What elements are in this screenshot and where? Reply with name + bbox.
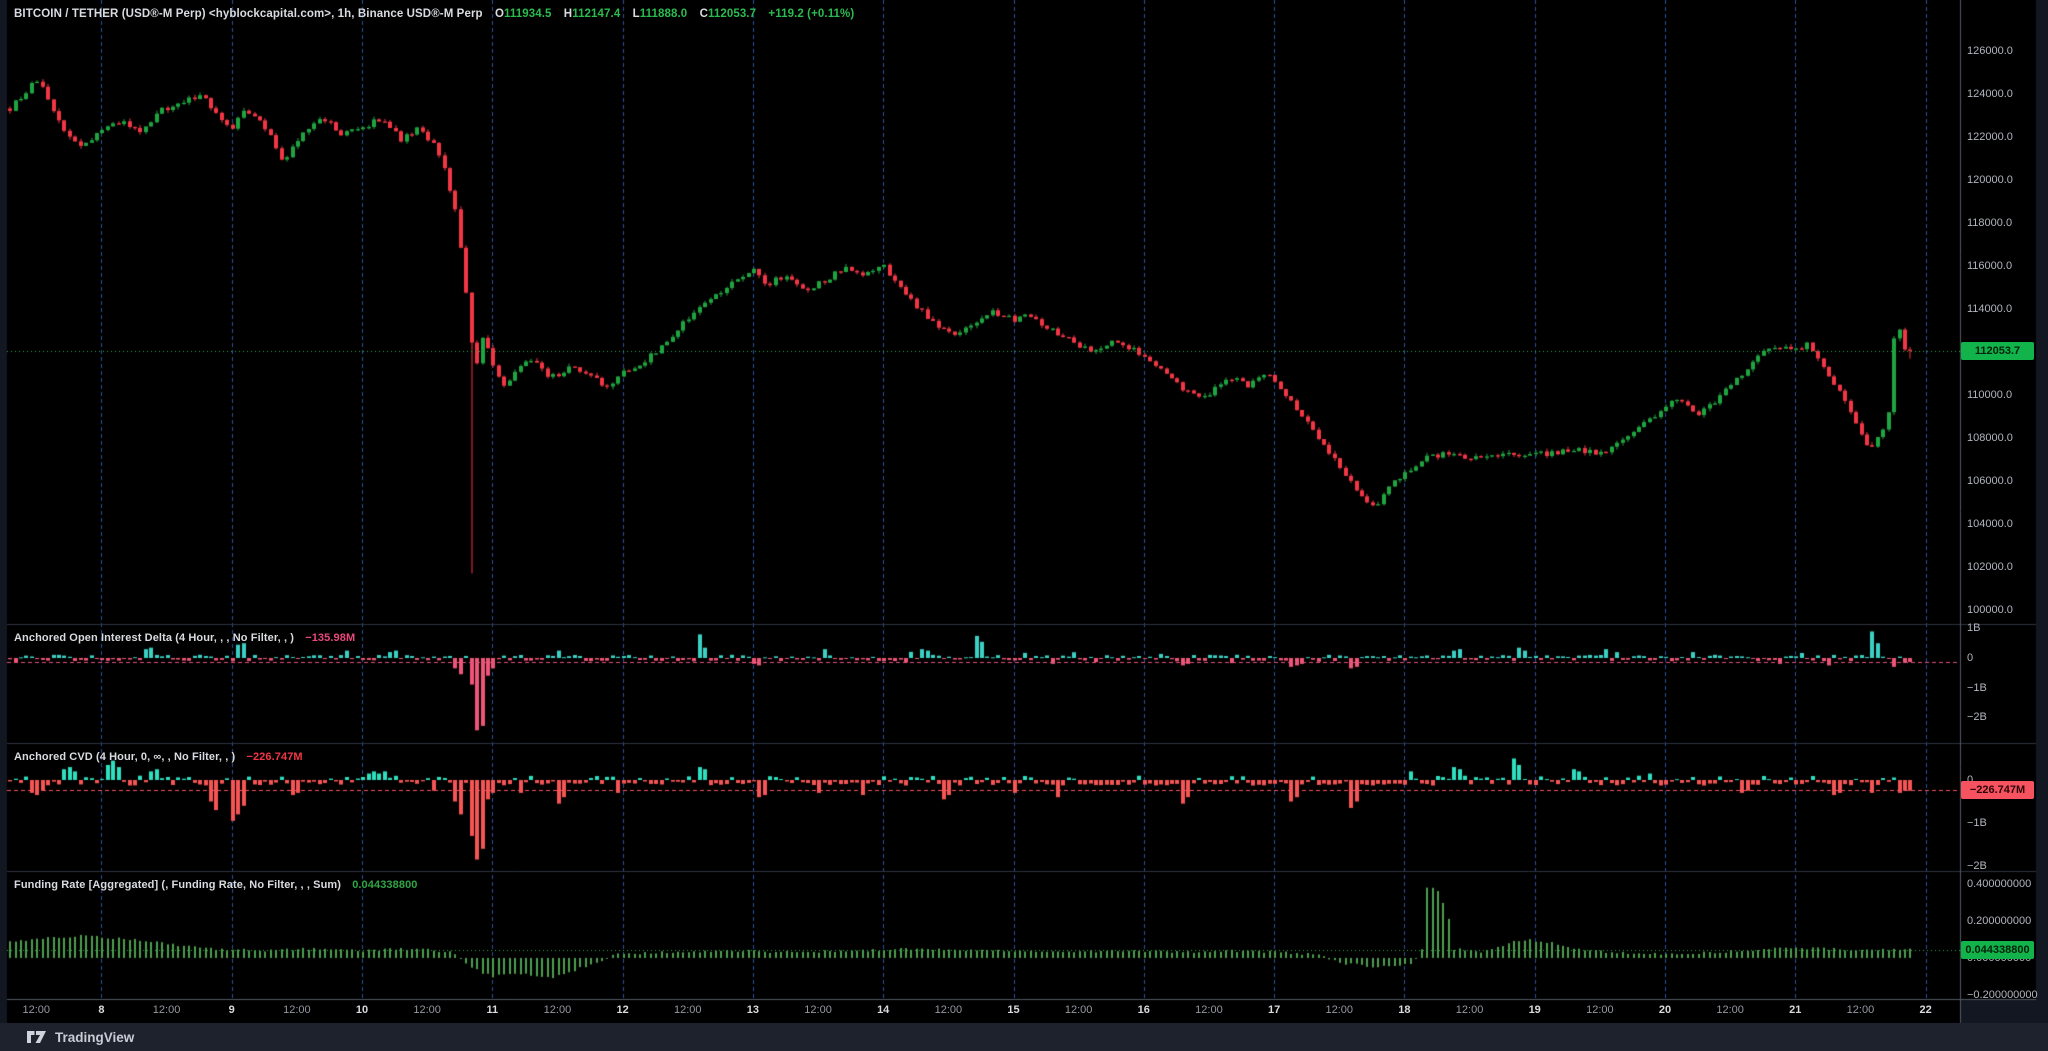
time-axis-day-label: 21 — [1789, 1004, 1802, 1016]
last-price-badge: 112053.7 — [1961, 342, 2034, 360]
time-axis-day-label: 10 — [355, 1004, 369, 1016]
time-axis-day-label: 9 — [228, 1004, 235, 1016]
pane-open-interest-delta[interactable] — [7, 624, 1960, 743]
funding-last-value-badge: 0.044338800 — [1961, 941, 2034, 959]
time-axis-hour-label: 12:00 — [543, 1004, 572, 1016]
time-axis-day-label: 14 — [877, 1004, 890, 1016]
price-axis-label: −2B — [1967, 711, 1987, 724]
pane-cvd[interactable] — [7, 743, 1960, 871]
price-axis-label: 124000.0 — [1967, 88, 2013, 100]
time-axis-hour-label: 12:00 — [804, 1004, 832, 1016]
footer-bar: TradingView — [0, 1023, 2048, 1051]
price-axis-label: 110000.0 — [1967, 389, 2013, 401]
cvd-last-value-badge: −226.747M — [1961, 781, 2034, 799]
time-axis-hour-label: 12:00 — [934, 1004, 963, 1016]
price-axis-label: 118000.0 — [1967, 217, 2013, 229]
price-axis-label: 108000.0 — [1967, 432, 2013, 445]
time-axis-hour-label: 12:00 — [1846, 1004, 1875, 1016]
time-axis-day-label: 17 — [1267, 1004, 1281, 1016]
price-axis-label: 0 — [1967, 652, 1974, 664]
time-axis-hour-label: 12:00 — [283, 1004, 311, 1016]
time-axis-day-label: 20 — [1658, 1004, 1672, 1016]
time-axis-hour-label: 12:00 — [22, 1004, 51, 1016]
time-axis-day-label: 18 — [1398, 1004, 1411, 1016]
time-axis-day-label: 8 — [98, 1004, 105, 1016]
price-axis-label: 1B — [1967, 622, 1981, 635]
tradingview-brand-text[interactable]: TradingView — [55, 1029, 135, 1045]
price-axis-label: 0.200000000 — [1967, 914, 2032, 927]
price-axis-label: −0.200000000 — [1967, 988, 2038, 1001]
time-axis-hour-label: 12:00 — [1716, 1004, 1744, 1016]
time-axis-hour-label: 12:00 — [1586, 1004, 1614, 1016]
time-axis-day-label: 12 — [616, 1004, 629, 1016]
price-axis-label: 122000.0 — [1967, 131, 2013, 143]
price-axis[interactable]: 126000.0 124000.0 122000.0 120000.0 118000.0… — [1961, 0, 2038, 1001]
time-axis-day-label: 16 — [1137, 1004, 1150, 1016]
time-axis-day-label: 22 — [1919, 1004, 1932, 1016]
price-axis-label: 102000.0 — [1967, 561, 2013, 574]
price-axis-label: −1B — [1967, 681, 1987, 694]
price-axis-label: −1B — [1967, 817, 1987, 829]
price-axis-label: 120000.0 — [1967, 174, 2013, 186]
price-axis-label: 114000.0 — [1967, 303, 2013, 315]
price-axis-label: 104000.0 — [1967, 518, 2013, 531]
time-axis-hour-label: 12:00 — [673, 1004, 702, 1016]
time-axis[interactable]: 8 9 10 11 12 13 14 15 16 17 18 19 20 21 22 12:00 12:00 12… — [0, 999, 1960, 1023]
time-axis-day-label: 19 — [1528, 1004, 1541, 1016]
time-axis-hour-label: 12:00 — [1325, 1004, 1354, 1016]
pane-funding-rate[interactable] — [7, 871, 1960, 999]
time-axis-hour-label: 12:00 — [152, 1004, 181, 1016]
time-axis-day-label: 13 — [746, 1004, 760, 1016]
time-axis-hour-label: 12:00 — [1195, 1004, 1223, 1016]
price-axis-label: 126000.0 — [1967, 45, 2013, 57]
price-axis-label: 116000.0 — [1967, 260, 2013, 272]
price-axis-label: 100000.0 — [1967, 604, 2013, 617]
price-axis-label: 0 — [1967, 773, 1974, 786]
time-axis-hour-label: 12:00 — [1455, 1004, 1484, 1016]
time-axis-hour-label: 12:00 — [1064, 1004, 1093, 1016]
time-axis-day-label: 15 — [1007, 1004, 1020, 1016]
price-axis-label: 106000.0 — [1967, 475, 2013, 488]
time-axis-day-label: 11 — [486, 1004, 499, 1016]
price-axis-label: −2B — [1967, 860, 1987, 872]
time-axis-hour-label: 12:00 — [413, 1004, 441, 1016]
pane-price-chart[interactable] — [7, 0, 1960, 624]
tradingview-logo-icon[interactable] — [26, 1030, 47, 1044]
price-axis-label: 0.400000000 — [1967, 877, 2032, 890]
